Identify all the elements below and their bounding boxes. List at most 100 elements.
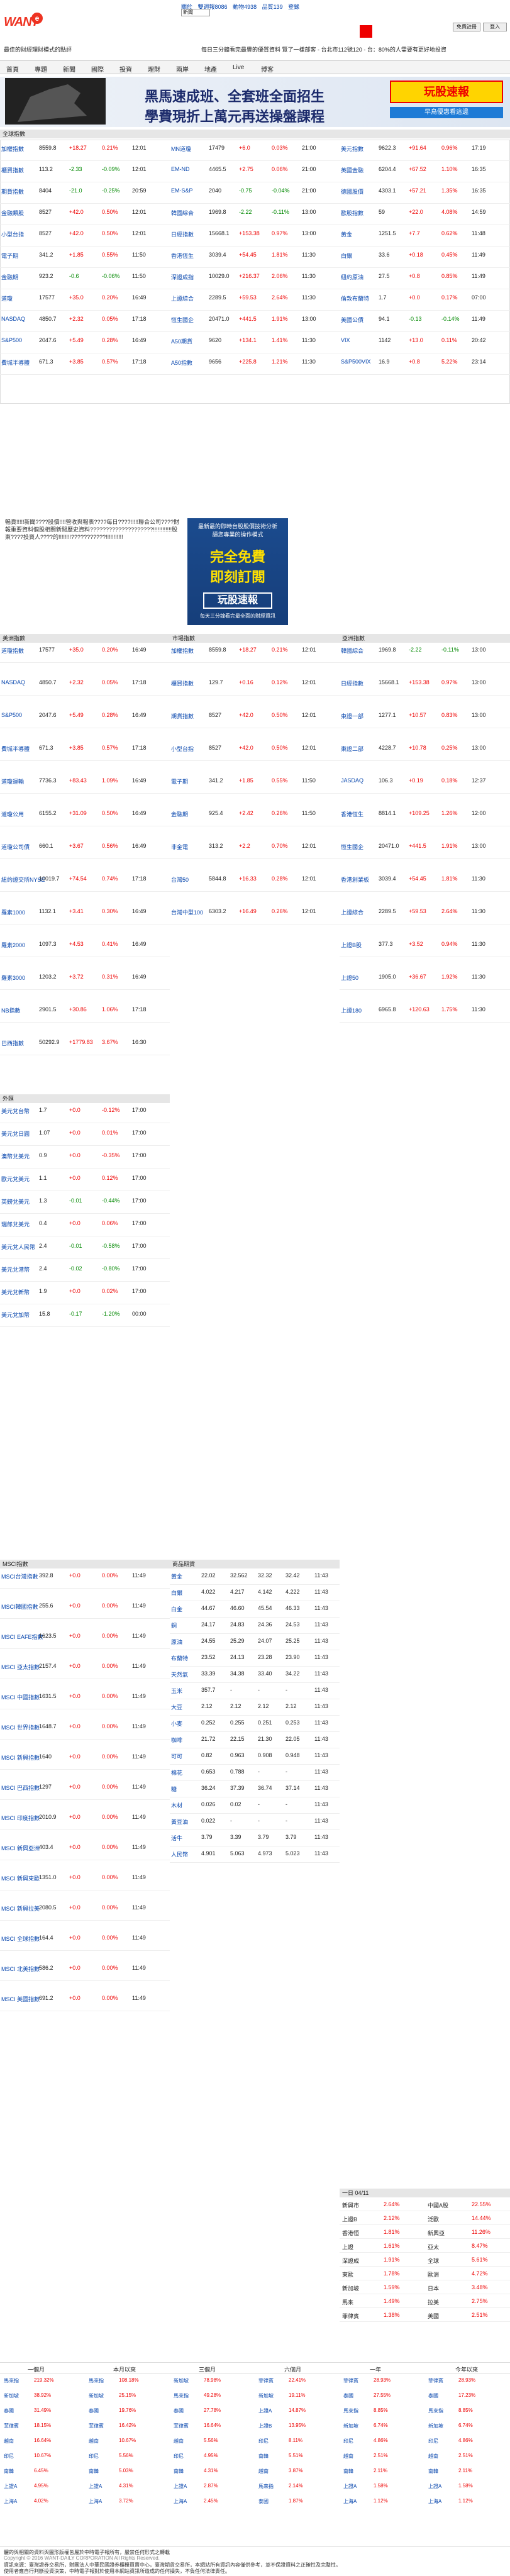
quote-name[interactable]: 美國公債: [341, 317, 364, 323]
quote-row[interactable]: 上證綜合 2289.5 +59.53 2.64% 11:30: [340, 906, 510, 924]
perf-name[interactable]: 越南: [174, 2438, 184, 2444]
quote-name[interactable]: 台灣中型100: [171, 909, 204, 916]
perf-name[interactable]: 印尼: [258, 2438, 269, 2444]
commod-name[interactable]: 可可: [171, 1753, 183, 1760]
quote-row[interactable]: 瑞郎兌美元 0.4 +0.0 0.06% 17:00: [0, 1218, 170, 1236]
search-select[interactable]: 新聞: [181, 9, 210, 16]
perf-name[interactable]: 越南: [4, 2438, 14, 2444]
commod-name[interactable]: 活牛: [171, 1835, 183, 1841]
perf-name[interactable]: 泰國: [258, 2499, 269, 2504]
quote-row[interactable]: MSCI 新興拉美 2080.5 +0.0 0.00% 11:49: [0, 1902, 170, 1921]
quote-name[interactable]: 香港恆生: [171, 253, 194, 259]
quote-name[interactable]: 白銀: [341, 253, 353, 259]
quote-name[interactable]: 倫敦布蘭特: [341, 296, 370, 302]
commod-name[interactable]: 木材: [171, 1802, 183, 1809]
quote-name[interactable]: 香港恆生: [341, 811, 364, 818]
perf-name[interactable]: 菲律賓: [4, 2423, 19, 2429]
quote-name[interactable]: S&P500VIX: [341, 358, 371, 365]
perf-name[interactable]: 南韓: [428, 2468, 438, 2474]
quote-row[interactable]: NB指數 2901.5 +30.86 1.06% 17:18: [0, 1004, 170, 1023]
quote-row[interactable]: 香港創業板 3039.4 +54.45 1.81% 11:30: [340, 873, 510, 892]
quote-name[interactable]: 韓國綜合: [341, 648, 364, 654]
quote-name[interactable]: 羅素3000: [1, 975, 26, 981]
quote-row[interactable]: 羅素2000 1097.3 +4.53 0.41% 16:49: [0, 938, 170, 957]
perf-name[interactable]: 越南: [343, 2453, 353, 2459]
quote-name[interactable]: MN道瓊: [171, 146, 191, 152]
quote-row[interactable]: 美國公債 94.1 -0.13 -0.14% 11:49: [340, 313, 510, 332]
quote-row[interactable]: 上證50 1905.0 +36.67 1.92% 11:30: [340, 971, 510, 990]
perf-name[interactable]: 越南: [89, 2438, 99, 2444]
perf-name[interactable]: 印尼: [89, 2453, 99, 2459]
quote-name[interactable]: 電子期: [1, 253, 19, 259]
login-button[interactable]: 登入: [483, 23, 507, 31]
quote-name[interactable]: 東證二部: [341, 746, 364, 752]
commod-row[interactable]: 原油 24.55 25.29 24.07 25.25 11:43: [170, 1635, 340, 1650]
quote-row[interactable]: 澳幣兌美元 0.9 +0.0 -0.35% 17:00: [0, 1150, 170, 1169]
quote-name[interactable]: 羅素2000: [1, 942, 26, 948]
quote-row[interactable]: MSCI 中國指數 1631.5 +0.0 0.00% 11:49: [0, 1690, 170, 1709]
nav-item[interactable]: Live: [233, 64, 245, 71]
quote-row[interactable]: 費城半導體 671.3 +3.85 0.57% 17:18: [0, 742, 170, 761]
ranking-row[interactable]: 上證 1.61% 亞太 8.47%: [340, 2240, 510, 2253]
commod-row[interactable]: 布蘭特 23.52 24.13 23.28 23.90 11:43: [170, 1652, 340, 1667]
commod-row[interactable]: 大豆 2.12 2.12 2.12 2.12 11:43: [170, 1701, 340, 1716]
quote-row[interactable]: 櫃買指數 129.7 +0.16 0.12% 12:01: [170, 677, 340, 696]
quote-name[interactable]: 紐約證交所NYSE: [1, 877, 45, 883]
quote-row[interactable]: NASDAQ 4850.7 +2.32 0.05% 17:18: [0, 313, 170, 332]
quote-name[interactable]: MSCI 新興指數: [1, 1755, 40, 1761]
quote-name[interactable]: 上證B股: [341, 942, 362, 948]
commod-row[interactable]: 黃豆油 0.022 - - - 11:43: [170, 1815, 340, 1830]
quote-name[interactable]: 美元兌加幣: [1, 1312, 30, 1318]
promo-ad[interactable]: 最新最的即時台股股價技術分析 讀您專業的操作模式 完全免費 即刻訂閱 玩股速報 …: [187, 518, 288, 625]
quote-row[interactable]: 美元兌加幣 15.8 -0.17 -1.20% 00:00: [0, 1308, 170, 1327]
quote-name[interactable]: 道瓊運輸: [1, 779, 25, 785]
perf-name[interactable]: 越南: [428, 2453, 438, 2459]
quote-name[interactable]: MSCI 北美指數: [1, 1966, 40, 1972]
quote-name[interactable]: EM-ND: [171, 166, 190, 172]
quote-row[interactable]: MSCI 印度指數 2010.9 +0.0 0.00% 11:49: [0, 1811, 170, 1830]
quote-row[interactable]: 美元兌新幣 1.9 +0.0 0.02% 17:00: [0, 1285, 170, 1304]
perf-name[interactable]: 馬來指: [4, 2378, 19, 2384]
commod-name[interactable]: 棉花: [171, 1770, 183, 1776]
quote-row[interactable]: MSCI韓國指數 255.6 +0.0 0.00% 11:49: [0, 1600, 170, 1619]
perf-name[interactable]: 南韓: [343, 2468, 353, 2474]
quote-name[interactable]: 德國股價: [341, 189, 364, 195]
quote-row[interactable]: 恆生國企 20471.0 +441.5 1.91% 13:00: [170, 313, 340, 332]
quote-name[interactable]: 道瓊指數: [1, 648, 25, 654]
quote-name[interactable]: VIX: [341, 337, 350, 343]
quote-row[interactable]: VIX 1142 +13.0 0.11% 20:42: [340, 335, 510, 353]
quote-name[interactable]: 日經指數: [171, 231, 194, 238]
quote-row[interactable]: 上證B股 377.3 +3.52 0.94% 11:30: [340, 938, 510, 957]
quote-row[interactable]: 金融期 923.2 -0.6 -0.06% 11:50: [0, 270, 170, 289]
quote-name[interactable]: 美元兌港幣: [1, 1267, 30, 1273]
banner-button[interactable]: 早鳥優惠看這邊: [390, 107, 503, 118]
quote-row[interactable]: S&P500VIX 16.9 +0.8 5.22% 23:14: [340, 356, 510, 375]
perf-name[interactable]: 越南: [258, 2468, 269, 2474]
perf-name[interactable]: 馬來指: [174, 2393, 189, 2399]
nav-item[interactable]: 專題: [35, 67, 47, 74]
quote-name[interactable]: S&P500: [1, 712, 23, 718]
quote-name[interactable]: 櫃買指數: [171, 680, 194, 687]
perf-name[interactable]: 上證A: [428, 2484, 442, 2489]
perf-name[interactable]: 上海A: [343, 2499, 357, 2504]
perf-name[interactable]: 菲律賓: [258, 2378, 274, 2384]
quote-name[interactable]: 櫃買指數: [1, 167, 25, 174]
quote-row[interactable]: 韓國綜合 1969.8 -2.22 -0.11% 13:00: [340, 644, 510, 663]
quote-row[interactable]: 歐股指數 59 +22.0 4.08% 14:59: [340, 206, 510, 225]
quote-row[interactable]: EM-ND 4465.5 +2.75 0.06% 21:00: [170, 164, 340, 182]
quote-name[interactable]: 道瓊公司債: [1, 844, 30, 850]
quote-name[interactable]: A50指數: [171, 360, 193, 366]
commod-row[interactable]: 棉花 0.653 0.788 - - 11:43: [170, 1766, 340, 1781]
ranking-row[interactable]: 上證B 2.12% 泛歐 14.44%: [340, 2212, 510, 2225]
commod-row[interactable]: 白銀 4.022 4.217 4.142 4.222 11:43: [170, 1586, 340, 1601]
quote-row[interactable]: 美元兌日圓 1.07 +0.0 0.01% 17:00: [0, 1127, 170, 1146]
quote-name[interactable]: 期貨指數: [1, 189, 25, 195]
commod-row[interactable]: 黃金 22.02 32.562 32.32 32.42 11:43: [170, 1570, 340, 1585]
perf-name[interactable]: 印尼: [428, 2438, 438, 2444]
perf-name[interactable]: 印尼: [343, 2438, 353, 2444]
perf-name[interactable]: 上證A: [89, 2484, 103, 2489]
quote-name[interactable]: 道瓊: [1, 296, 13, 302]
quote-name[interactable]: 紐約原油: [341, 274, 364, 280]
perf-name[interactable]: 新加坡: [4, 2393, 19, 2399]
period-tab[interactable]: 一個月: [28, 2367, 45, 2373]
